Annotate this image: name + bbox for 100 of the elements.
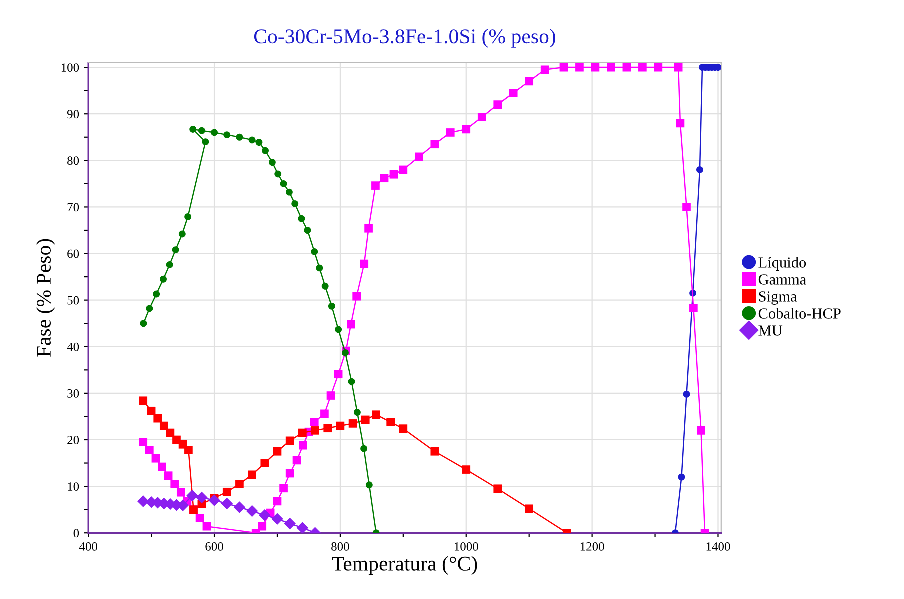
- x-axis-title: Temperatura (°C): [332, 556, 478, 576]
- point: [236, 480, 244, 488]
- point: [208, 494, 220, 506]
- x-tick-label: 1400: [706, 542, 730, 551]
- point: [202, 522, 212, 531]
- point: [509, 88, 518, 98]
- point: [178, 230, 186, 238]
- y-tick-label: 20: [68, 436, 80, 444]
- point: [139, 438, 148, 446]
- point: [286, 469, 294, 478]
- point: [322, 282, 329, 290]
- point: [236, 134, 244, 141]
- point: [390, 170, 398, 179]
- point: [246, 505, 258, 518]
- x-tick-label: 1000: [454, 542, 478, 551]
- point: [170, 480, 180, 488]
- point: [361, 416, 370, 424]
- point: [248, 136, 256, 144]
- point: [334, 370, 343, 379]
- point: [386, 418, 395, 426]
- point: [678, 474, 686, 481]
- point: [304, 227, 312, 234]
- point: [273, 447, 282, 456]
- y-tick-label: 100: [62, 64, 80, 72]
- point: [494, 100, 502, 109]
- point: [690, 304, 698, 312]
- legend-label: Cobalto-HCP: [758, 308, 841, 319]
- point: [336, 422, 345, 430]
- point: [186, 490, 198, 502]
- point: [198, 127, 206, 134]
- point: [221, 498, 234, 510]
- point: [462, 466, 471, 474]
- legend-label: Sigma: [759, 292, 798, 305]
- point: [166, 261, 174, 268]
- point: [137, 496, 150, 508]
- point: [622, 63, 632, 72]
- y-tick-label: 70: [68, 203, 80, 212]
- point: [360, 260, 369, 268]
- point: [262, 147, 269, 154]
- point: [654, 63, 663, 72]
- point: [399, 424, 408, 433]
- point: [316, 264, 324, 272]
- point: [273, 497, 282, 506]
- point: [364, 224, 373, 233]
- point: [372, 182, 380, 190]
- point: [560, 63, 568, 72]
- legend-label: Líquido: [758, 257, 806, 271]
- point: [591, 63, 600, 72]
- point: [224, 132, 231, 139]
- point: [146, 446, 154, 454]
- point: [292, 200, 299, 208]
- point: [414, 152, 424, 162]
- point: [158, 462, 166, 472]
- y-tick-label: 0: [74, 529, 80, 538]
- point: [298, 215, 306, 222]
- point: [272, 513, 284, 526]
- point: [286, 436, 294, 446]
- point: [260, 459, 270, 468]
- point: [248, 470, 256, 480]
- point: [202, 138, 210, 146]
- point: [348, 378, 356, 386]
- point: [324, 424, 332, 433]
- point: [366, 482, 373, 489]
- y-tick-label: 50: [68, 296, 80, 305]
- y-tick-label: 90: [67, 110, 80, 119]
- x-tick-label: 600: [206, 542, 224, 551]
- point: [372, 410, 381, 420]
- point: [354, 409, 361, 416]
- point: [430, 140, 440, 149]
- x-tick-label: 1200: [580, 542, 604, 551]
- point: [310, 418, 319, 426]
- point: [683, 390, 690, 398]
- y-axis-title: Fase (% Peso): [36, 239, 56, 357]
- y-tick-label: 80: [68, 156, 80, 166]
- point: [211, 129, 218, 136]
- point: [286, 188, 293, 196]
- point: [296, 522, 309, 534]
- point: [196, 514, 204, 522]
- point: [184, 214, 192, 220]
- point: [154, 414, 162, 423]
- point: [682, 203, 691, 212]
- point: [160, 422, 168, 430]
- point: [352, 292, 361, 301]
- point: [234, 502, 246, 514]
- point: [258, 522, 267, 531]
- point: [176, 488, 186, 497]
- point: [525, 77, 534, 86]
- point: [222, 488, 232, 496]
- point: [184, 446, 193, 454]
- point: [696, 166, 704, 174]
- point: [153, 290, 160, 298]
- legend-label: MU: [758, 326, 783, 336]
- point: [326, 392, 336, 400]
- point: [360, 445, 368, 452]
- point: [268, 159, 276, 166]
- point: [328, 302, 336, 310]
- point: [274, 170, 282, 178]
- point: [380, 174, 389, 183]
- point: [292, 456, 302, 465]
- point: [147, 406, 156, 416]
